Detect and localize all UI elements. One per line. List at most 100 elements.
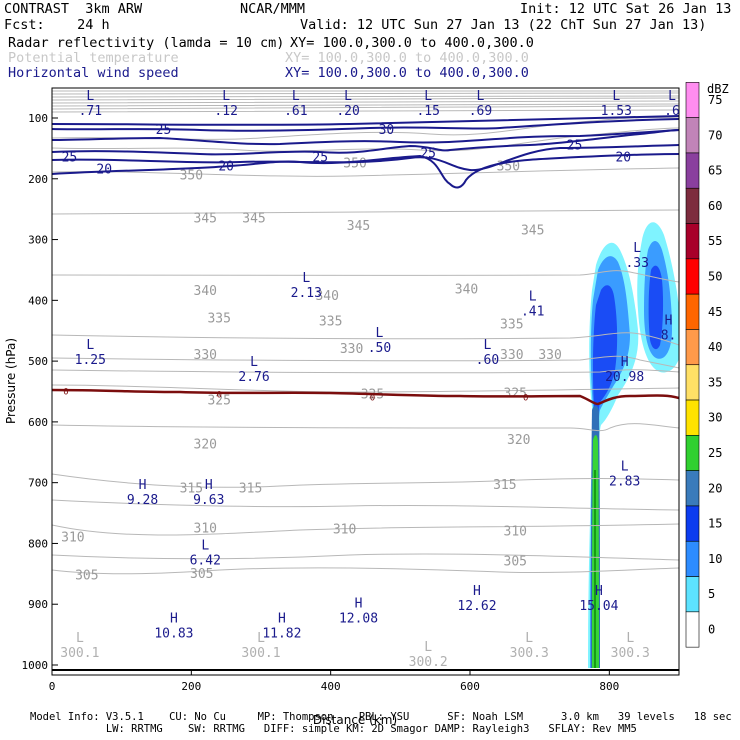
colorbar-label: 40 xyxy=(708,340,722,354)
wind-label: 20 xyxy=(96,163,112,178)
field-name-theta: Potential temperature xyxy=(8,50,179,66)
y-tick-label: 1000 xyxy=(22,659,49,672)
extremum-value: .69 xyxy=(469,104,492,119)
theta-contours xyxy=(52,90,679,575)
extremum-value: .41 xyxy=(521,304,544,319)
theta-label: 335 xyxy=(319,315,342,330)
wind-label: 25 xyxy=(312,151,328,166)
colorbar-swatch xyxy=(685,399,700,436)
extremum-value: 10.83 xyxy=(154,627,193,642)
extremum-type: H xyxy=(665,314,673,329)
extremum-value: 15.04 xyxy=(579,599,618,614)
extremum-type: L xyxy=(424,89,432,104)
colorbar-label: 0 xyxy=(708,623,715,637)
colorbar-swatch xyxy=(685,576,700,613)
theta-label: 340 xyxy=(194,284,217,299)
y-tick-label: 800 xyxy=(28,537,48,550)
y-tick-label: 100 xyxy=(28,112,48,125)
theta-label: 310 xyxy=(504,524,527,539)
extremum-value: 11.82 xyxy=(262,627,301,642)
field-xy-theta: XY= 100.0,300.0 to 400.0,300.0 xyxy=(285,50,529,66)
extremum-value: 20.98 xyxy=(605,370,644,385)
colorbar-swatch xyxy=(685,329,700,366)
x-tick-label: 400 xyxy=(321,680,341,693)
extremum-value: .33 xyxy=(625,256,648,271)
x-tick-label: 0 xyxy=(49,680,56,693)
colorbar-label: 5 xyxy=(708,587,715,601)
colorbar-label: 45 xyxy=(708,305,722,319)
reflectivity-15dbz xyxy=(591,285,618,668)
footer-model-info: Model Info: V3.5.1 CU: No Cu MP: Thompso… xyxy=(30,711,732,723)
extremum-value: .20 xyxy=(336,104,359,119)
reflectivity-15dbz-east xyxy=(648,265,664,350)
footer-physics-info: LW: RRTMG SW: RRTMG DIFF: simple KM: 2D … xyxy=(30,723,637,735)
plot-area xyxy=(52,88,679,675)
y-axis-label: Pressure (hPa) xyxy=(4,338,18,424)
theta-label: 350 xyxy=(343,157,366,172)
theta-label: 315 xyxy=(493,478,516,493)
colorbar-swatch xyxy=(685,187,700,224)
theta-label: 330 xyxy=(538,348,561,363)
extremum-value: .6 xyxy=(664,104,680,119)
extremum-type: H xyxy=(139,478,147,493)
extremum-type: H xyxy=(595,584,603,599)
extremum-value: .61 xyxy=(284,104,307,119)
colorbar-label: 60 xyxy=(708,199,722,213)
extremum-value: 2.83 xyxy=(609,475,640,490)
colorbar-label: 10 xyxy=(708,552,722,566)
colorbar-label: 75 xyxy=(708,93,722,107)
theta-label: 310 xyxy=(194,521,217,536)
extremum-value: 9.63 xyxy=(193,493,224,508)
extremum-value: 8. xyxy=(661,329,677,344)
melting-level-mark: 0 xyxy=(63,388,68,398)
extremum-value: 12.62 xyxy=(457,599,496,614)
theta-extremum-value: 300.3 xyxy=(611,646,650,661)
theta-label: 335 xyxy=(500,318,523,333)
theta-extremum-type: L xyxy=(626,631,634,646)
init-time: Init: 12 UTC Sat 26 Jan 13 xyxy=(520,1,732,17)
extremum-type: L xyxy=(612,89,620,104)
colorbar-swatch xyxy=(685,435,700,471)
colorbar-label: 20 xyxy=(708,481,722,495)
y-tick-label: 900 xyxy=(28,598,48,611)
theta-label: 320 xyxy=(194,437,217,452)
melting-level-line xyxy=(52,388,679,406)
theta-label: 340 xyxy=(315,289,338,304)
extremum-type: L xyxy=(292,89,300,104)
extremum-value: 1.25 xyxy=(75,353,106,368)
extremum-type: L xyxy=(529,289,537,304)
extremum-type: L xyxy=(302,271,310,286)
wind-labels: 25 25 20 20 25 30 25 25 20 xyxy=(62,123,632,178)
extremum-type: L xyxy=(484,338,492,353)
theta-label: 305 xyxy=(190,567,213,582)
extremum-type: L xyxy=(250,355,258,370)
theta-extremum-value: 300.1 xyxy=(241,646,280,661)
colorbar-label: 50 xyxy=(708,270,722,284)
theta-label: 345 xyxy=(242,211,265,226)
theta-label: 330 xyxy=(340,342,363,357)
extremum-type: L xyxy=(621,460,629,475)
colorbar-label: 35 xyxy=(708,375,722,389)
extremum-value: 9.28 xyxy=(127,493,158,508)
y-tick-label: 700 xyxy=(28,477,48,490)
y-tick-label: 300 xyxy=(28,234,48,247)
melting-level-marks: 0 0 0 0 xyxy=(63,388,528,404)
theta-label: 330 xyxy=(500,348,523,363)
y-axis: 100 200 300 400 500 600 700 800 900 1000 xyxy=(22,112,58,672)
theta-extremum-type: L xyxy=(525,631,533,646)
theta-label: 345 xyxy=(194,211,217,226)
colorbar-swatch xyxy=(685,152,700,189)
extremum-type: H xyxy=(278,612,286,627)
extremum-value: .60 xyxy=(476,353,499,368)
x-tick-label: 600 xyxy=(460,680,480,693)
x-tick-label: 200 xyxy=(181,680,201,693)
extremum-type: L xyxy=(86,89,94,104)
extremum-type: H xyxy=(355,596,363,611)
valid-time: Valid: 12 UTC Sun 27 Jan 13 (22 ChT Sun … xyxy=(300,17,707,33)
colorbar-swatch xyxy=(685,470,700,507)
theta-label: 345 xyxy=(347,219,370,234)
extremum-type: H xyxy=(473,584,481,599)
x-tick-label: 800 xyxy=(599,680,619,693)
wind-label: 25 xyxy=(156,123,172,138)
